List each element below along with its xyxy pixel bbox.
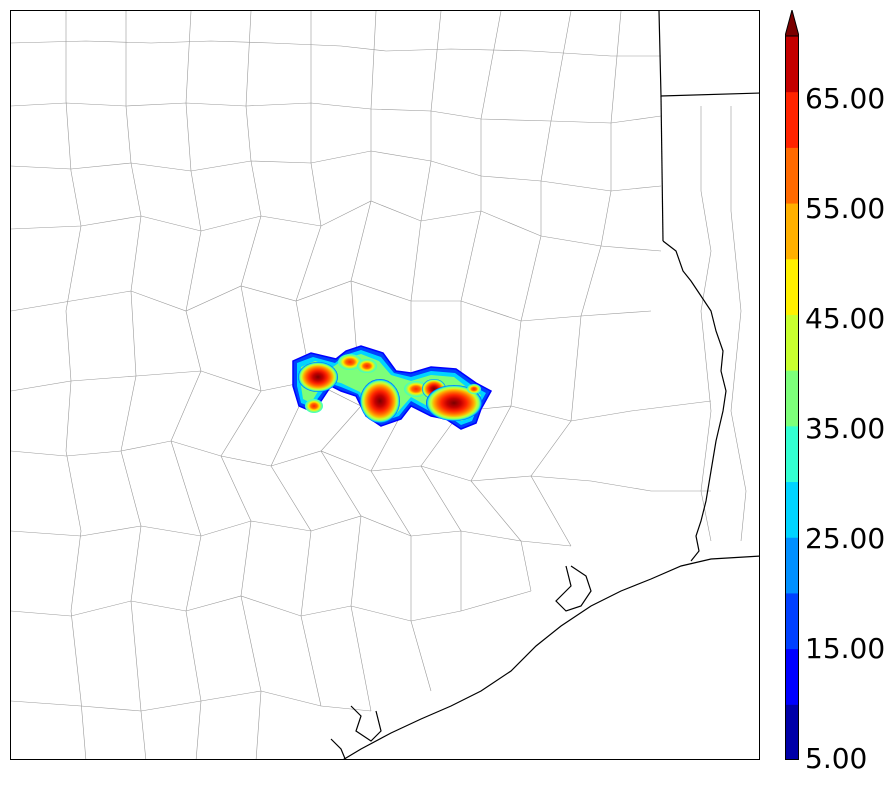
- colorbar-segment: [785, 36, 799, 93]
- map-panel: [10, 10, 760, 760]
- colorbar-tick-label-15: 15.00: [805, 632, 886, 665]
- colorbar-segment: [785, 370, 799, 427]
- colorbar-tick-label-35: 35.00: [805, 412, 886, 445]
- colorbar-segment: [785, 592, 799, 650]
- colorbar-border: [785, 35, 799, 760]
- colorbar-tick-label-65: 65.00: [805, 82, 886, 115]
- colorbar-segment: [785, 537, 799, 594]
- colorbar-segment: [785, 314, 799, 371]
- colorbar-segment: [785, 147, 799, 204]
- state-boundaries: [658, 11, 759, 242]
- colorbar-segment: [785, 258, 799, 315]
- coastline: [330, 240, 759, 759]
- colorbar-segment: [785, 704, 799, 760]
- colorbar-segment: [785, 648, 799, 705]
- county-boundaries: [11, 11, 747, 759]
- county-map: [11, 11, 759, 759]
- colorbar: [785, 10, 799, 760]
- colorbar-tick-label-25: 25.00: [805, 522, 886, 555]
- colorbar-segment: [785, 91, 799, 148]
- colorbar-segment: [785, 425, 799, 483]
- colorbar-extend-arrow: [785, 10, 799, 37]
- colorbar-tick-label-45: 45.00: [805, 302, 886, 335]
- colorbar-tick-label-55: 55.00: [805, 192, 886, 225]
- colorbar-tick-label-5: 5.00: [805, 742, 868, 775]
- precipitation-contours: [292, 345, 493, 430]
- colorbar-segment: [785, 203, 799, 260]
- colorbar-segment: [785, 481, 799, 538]
